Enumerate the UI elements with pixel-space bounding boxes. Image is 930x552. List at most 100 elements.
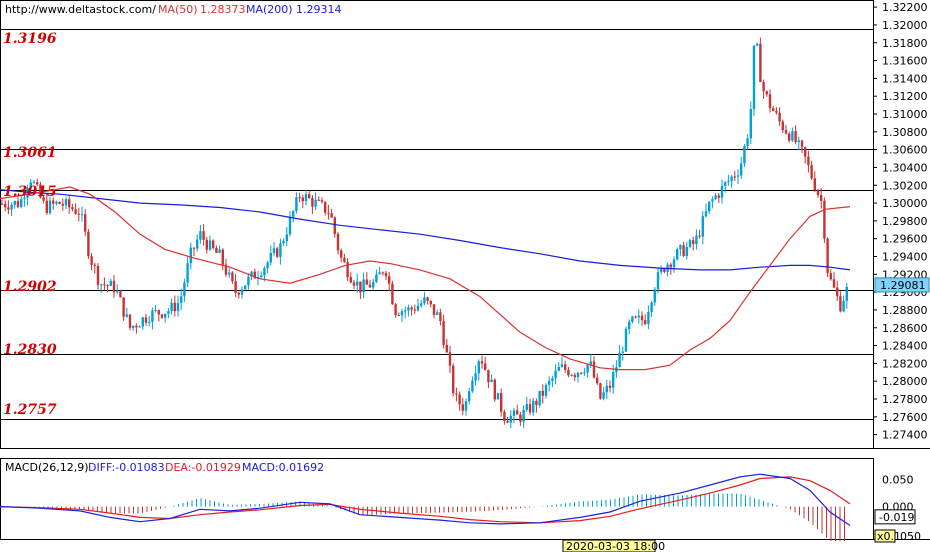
price-tick-label: 1.30200 xyxy=(882,179,928,192)
candle-body xyxy=(634,316,637,318)
candle-body xyxy=(442,321,445,345)
candle-body xyxy=(42,197,45,201)
candle-body xyxy=(474,373,477,381)
candle-body xyxy=(653,289,656,303)
candle-body xyxy=(797,140,800,143)
candle-body xyxy=(103,284,106,286)
candle-body xyxy=(727,181,730,183)
candle-body xyxy=(791,131,794,141)
candle-body xyxy=(276,248,279,257)
candle-body xyxy=(500,393,503,412)
candle-body xyxy=(71,207,74,210)
candle-body xyxy=(557,366,560,371)
candle-body xyxy=(461,404,464,411)
candle-body xyxy=(743,146,746,164)
candle-body xyxy=(192,247,196,249)
candle-body xyxy=(538,390,541,406)
candle-body xyxy=(106,285,109,287)
candle-body xyxy=(13,201,16,205)
candle-body xyxy=(672,259,676,268)
candle-body xyxy=(250,271,253,277)
candle-body xyxy=(496,393,500,400)
candle-body xyxy=(64,199,68,206)
candle-body xyxy=(439,312,442,322)
source-url[interactable]: http://www.deltastock.com/ xyxy=(5,3,156,16)
candle-body xyxy=(208,240,212,250)
candle-body xyxy=(426,297,429,301)
candle-body xyxy=(32,182,36,184)
price-panel-frame xyxy=(0,0,874,449)
candle-body xyxy=(733,176,736,178)
candle-body xyxy=(810,165,813,179)
candle-body xyxy=(663,268,666,272)
candle-body xyxy=(823,200,826,239)
candle-body xyxy=(333,217,336,234)
candle-body xyxy=(29,182,32,189)
candle-body xyxy=(292,211,295,217)
candle-body xyxy=(160,314,164,318)
candle-body xyxy=(682,245,685,257)
candle-body xyxy=(704,211,708,217)
candle-body xyxy=(180,296,183,303)
candle-body xyxy=(685,246,688,257)
candle-body xyxy=(586,364,589,373)
candle-body xyxy=(535,400,538,406)
price-tick-label: 1.28000 xyxy=(882,375,928,388)
price-tick-label: 1.29800 xyxy=(882,215,928,228)
candle-body xyxy=(23,197,26,200)
macd-current-label: -0.019 xyxy=(879,511,914,524)
candle-body xyxy=(548,380,551,385)
candle-body xyxy=(170,302,173,312)
candle-body xyxy=(554,370,557,379)
candle-body xyxy=(45,200,48,213)
candle-body xyxy=(845,286,848,301)
candle-body xyxy=(644,320,647,324)
price-tick-label: 1.30600 xyxy=(882,144,928,157)
candle-body xyxy=(132,325,135,328)
macd-title: MACD(26,12,9) xyxy=(5,461,89,474)
candle-body xyxy=(96,265,100,285)
candle-body xyxy=(826,238,829,274)
candle-body xyxy=(340,250,343,258)
candle-body xyxy=(640,315,644,321)
candle-body xyxy=(237,292,240,295)
candle-body xyxy=(756,43,759,46)
candle-body xyxy=(234,281,237,293)
level-label-3: 1.3015 xyxy=(3,184,57,200)
price-tick-label: 1.27400 xyxy=(882,429,928,442)
candle-body xyxy=(468,391,471,402)
candle-body xyxy=(269,253,272,263)
candle-body xyxy=(829,273,832,280)
candle-body xyxy=(282,241,285,244)
candle-body xyxy=(714,195,717,200)
candle-body xyxy=(260,275,263,277)
candle-body xyxy=(736,175,740,177)
candle-body xyxy=(10,204,13,210)
candle-body xyxy=(304,194,308,202)
time-label: 2020-03-03 18:00 xyxy=(566,540,665,552)
candle-body xyxy=(372,281,375,288)
candle-body xyxy=(788,133,791,141)
candle-body xyxy=(512,410,516,416)
candle-body xyxy=(263,268,266,276)
candle-body xyxy=(298,197,301,199)
candle-body xyxy=(458,394,461,405)
candle-body xyxy=(503,411,506,421)
ma50-value: 1.28373 xyxy=(200,3,246,16)
candle-body xyxy=(93,264,96,266)
macd-scale-box xyxy=(874,529,896,543)
candle-body xyxy=(778,112,781,122)
price-tick-label: 1.30800 xyxy=(882,126,928,139)
candle-body xyxy=(832,279,836,288)
candle-body xyxy=(224,264,228,275)
candle-body xyxy=(308,194,311,199)
candle-body xyxy=(516,410,519,415)
candle-body xyxy=(701,216,704,237)
candle-body xyxy=(420,303,423,306)
candle-body xyxy=(196,239,199,249)
candle-body xyxy=(608,385,612,388)
candle-body xyxy=(519,414,522,422)
candle-body xyxy=(240,289,244,295)
level-label-2: 1.3061 xyxy=(3,145,57,161)
